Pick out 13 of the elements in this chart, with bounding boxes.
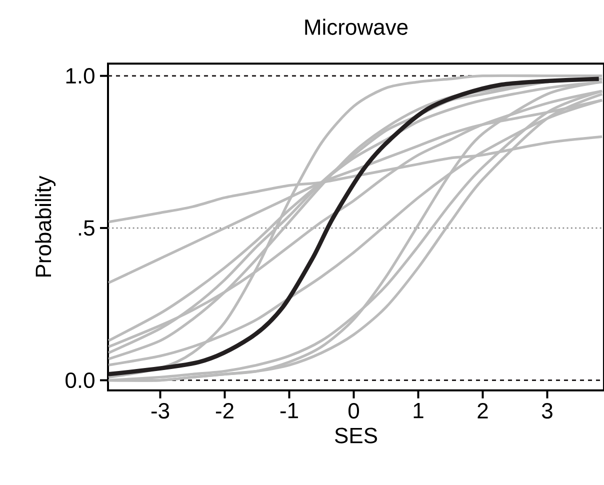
y-tick-label: 0.0: [66, 372, 94, 388]
x-tick-label: -3: [151, 403, 170, 419]
x-tick-label: -1: [280, 403, 298, 418]
x-tick-label: 0: [348, 403, 359, 419]
x-axis-title: SES: [334, 428, 377, 444]
x-tick-label: 3: [542, 403, 552, 419]
chart-title: Microwave: [305, 18, 408, 35]
y-axis-title: Probability: [35, 176, 56, 277]
x-tick-label: -2: [216, 403, 234, 418]
y-tick-label: .5: [78, 220, 94, 236]
y-tick-label: 1.0: [66, 68, 94, 84]
x-tick-label: 2: [478, 403, 488, 418]
x-tick-label: 1: [414, 403, 424, 418]
